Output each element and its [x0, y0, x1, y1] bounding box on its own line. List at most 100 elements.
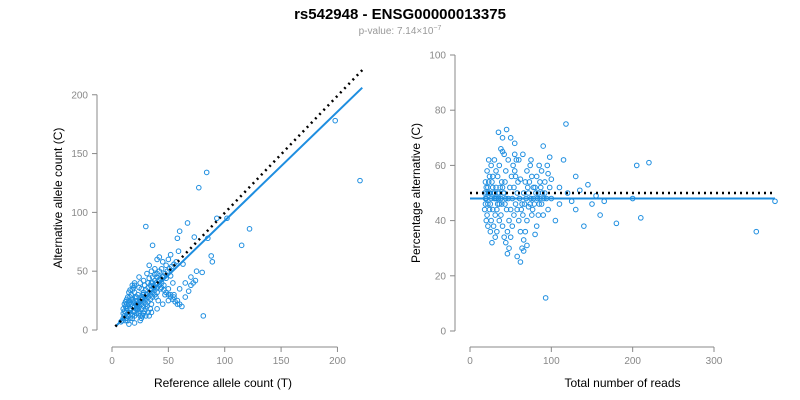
right-data-point: [501, 234, 507, 240]
left-data-point: [176, 286, 183, 292]
right-data-point: [520, 237, 527, 243]
left-data-point: [154, 270, 160, 277]
left-fit-line: [114, 86, 363, 328]
right-data-point: [516, 157, 522, 163]
right-data-point: [494, 206, 500, 213]
right-data-point: [488, 162, 494, 169]
right-data-point: [520, 151, 526, 158]
right-data-point: [532, 231, 538, 238]
left-data-point: [131, 320, 138, 326]
right-data-point: [533, 190, 539, 196]
right-data-point: [492, 234, 499, 240]
right-data-point: [511, 184, 517, 191]
right-data-point: [544, 162, 551, 169]
left-x-tick-label: 0: [109, 356, 115, 367]
right-data-point: [524, 168, 530, 174]
left-data-point: [157, 286, 164, 292]
left-data-point: [238, 242, 245, 249]
left-data-point: [140, 277, 147, 284]
left-data-point: [156, 254, 163, 260]
left-data-point: [136, 284, 142, 291]
left-y-tick-label: 200: [71, 90, 88, 101]
right-data-point: [515, 179, 521, 185]
left-data-point: [152, 277, 158, 284]
chart-subtitle: p-value: 7.14×10−7: [359, 25, 442, 37]
right-data-point: [491, 157, 498, 163]
right-data-point: [520, 212, 526, 218]
right-data-point: [545, 206, 551, 213]
right-data-point: [529, 212, 535, 218]
right-data-point: [510, 162, 516, 169]
right-data-point: [493, 184, 499, 191]
left-data-point: [246, 226, 253, 232]
right-data-point: [546, 154, 553, 160]
left-data-point: [203, 169, 210, 176]
right-data-point: [494, 228, 500, 235]
chart-title: rs542948 - ENSG00000013375: [294, 6, 506, 23]
right-data-point: [536, 162, 542, 169]
right-y-tick-label: 60: [435, 161, 447, 172]
left-data-point: [176, 228, 183, 234]
left-data-point: [208, 253, 214, 259]
right-data-point: [568, 198, 575, 205]
left-data-point: [159, 301, 166, 307]
left-data-point: [193, 268, 200, 274]
right-data-point: [482, 201, 489, 207]
right-data-point: [502, 168, 509, 174]
right-x-tick-label: 300: [706, 356, 723, 367]
right-scatter-panel: 0 100 200 300 0 20 40 60 80 100 Total number of re…: [409, 51, 778, 390]
right-data-point: [499, 148, 506, 155]
right-data-point: [483, 184, 490, 191]
right-data-point: [528, 157, 534, 163]
left-data-point: [192, 277, 199, 284]
right-data-point: [483, 217, 490, 224]
left-data-point: [159, 258, 166, 265]
right-data-point: [498, 179, 505, 185]
right-data-point: [484, 168, 490, 174]
left-data-point: [185, 288, 192, 294]
right-data-point: [484, 212, 490, 218]
right-data-point: [542, 295, 549, 301]
right-data-point: [533, 223, 540, 229]
right-data-point: [513, 157, 520, 163]
right-data-point: [572, 173, 579, 180]
right-data-point: [753, 228, 760, 235]
right-data-point: [496, 201, 503, 207]
left-data-point: [143, 313, 149, 319]
right-data-point: [537, 184, 544, 191]
right-data-point: [560, 157, 567, 163]
right-data-point: [542, 179, 548, 185]
right-data-point: [535, 212, 542, 218]
left-data-point: [196, 184, 202, 191]
right-data-point: [508, 173, 515, 180]
left-y-axis-label: Alternative allele count (C): [51, 128, 65, 269]
right-data-point: [633, 162, 640, 169]
right-data-point: [536, 201, 542, 207]
left-scatter-panel: 0 50 100 150 200 0 50 100 150 200 Reference allele…: [51, 69, 364, 390]
right-data-point: [526, 179, 533, 185]
right-data-point: [511, 212, 517, 218]
left-data-point: [140, 291, 147, 298]
left-data-point: [120, 306, 127, 312]
right-y-tick-label: 80: [435, 106, 447, 117]
right-data-point: [518, 206, 525, 213]
right-data-point: [489, 179, 495, 185]
right-data-point: [646, 159, 652, 166]
right-data-point: [504, 228, 511, 235]
right-data-point: [556, 184, 563, 191]
right-data-point: [489, 239, 495, 246]
right-data-point: [517, 228, 524, 235]
left-x-axis-label: Reference allele count (T): [154, 376, 292, 390]
right-data-point: [494, 201, 501, 207]
left-y-tick-label: 0: [82, 326, 88, 337]
left-data-point: [188, 274, 194, 280]
right-data-point: [601, 198, 608, 205]
right-data-point: [503, 206, 510, 213]
pvalue-exponent: −7: [433, 25, 441, 32]
left-data-point: [137, 317, 143, 324]
right-data-point: [527, 201, 533, 207]
right-y-tick-label: 20: [435, 271, 447, 282]
right-data-point: [507, 206, 514, 213]
right-data-point: [486, 173, 493, 180]
right-data-point: [512, 201, 519, 207]
